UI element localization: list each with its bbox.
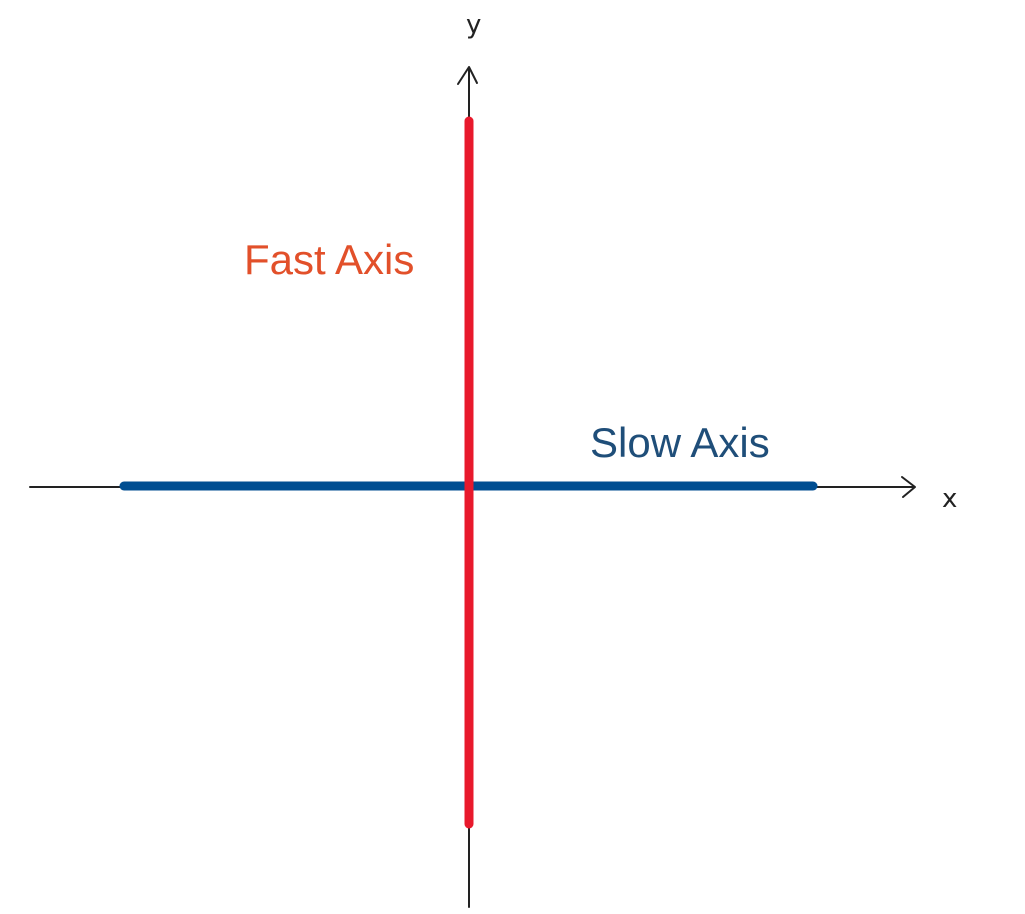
fast-axis-label: Fast Axis <box>244 236 414 283</box>
x-axis-label: x <box>942 484 957 514</box>
y-axis-arrowhead <box>457 66 478 85</box>
y-axis-label: y <box>466 10 481 40</box>
slow-axis-label: Slow Axis <box>590 419 770 466</box>
x-axis-arrowhead <box>901 476 916 498</box>
